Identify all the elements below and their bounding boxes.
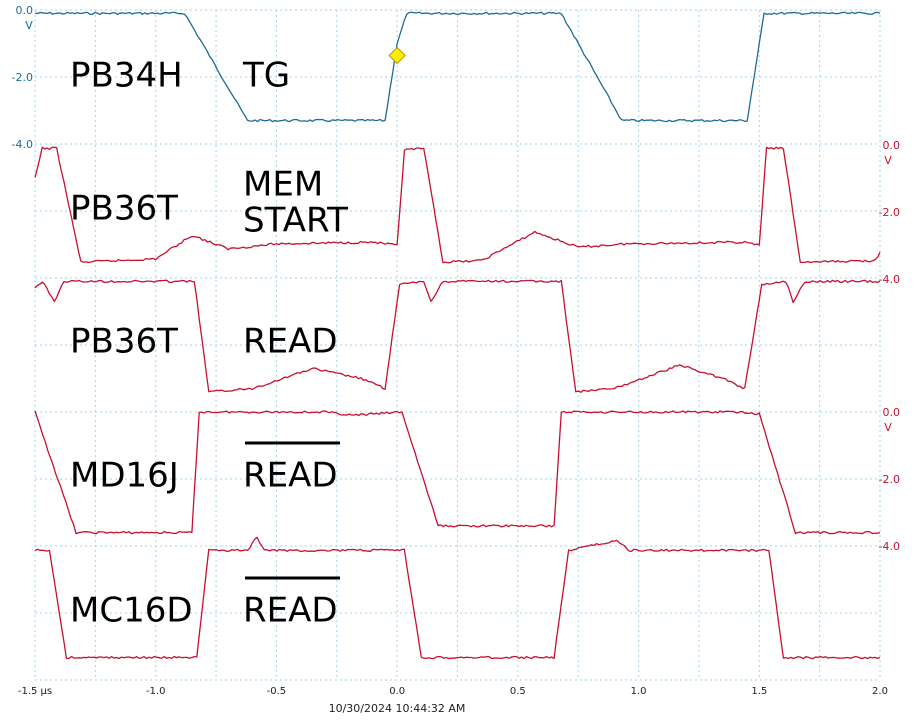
trace-4 — [34, 410, 881, 535]
trigger-marker — [388, 46, 406, 65]
x-tick-label: 0.5 — [510, 686, 526, 697]
signal-label: READ — [243, 591, 338, 631]
scale-label: -4.0 — [879, 540, 900, 553]
signal-label: READ — [243, 322, 338, 362]
net-label: MC16D — [70, 591, 193, 631]
scale-label: 0.0 — [883, 406, 901, 419]
scale-label: 0.0 — [16, 4, 34, 17]
signal-label-line2: START — [243, 201, 348, 241]
x-tick-label: 0.0 — [389, 686, 405, 697]
scale-label: 0.0 — [883, 139, 901, 152]
x-tick-label: -0.5 — [267, 686, 287, 697]
scale-unit: V — [884, 154, 892, 167]
trace-5 — [34, 536, 881, 660]
signal-label: MEM — [243, 165, 323, 205]
scale-label: -4.0 — [12, 138, 33, 151]
signal-label: READ — [243, 456, 338, 496]
trace-3 — [34, 279, 881, 393]
trace-2 — [34, 146, 881, 264]
timestamp: 10/30/2024 10:44:32 AM — [329, 702, 466, 715]
x-tick-label: -1.5 µs — [18, 686, 52, 697]
scale-labels: 0.0 V -2.0 -4.0 0.0 V -2.0 -4.0 0.0 V -2.0 -4.0 — [12, 4, 900, 553]
net-label: PB36T — [70, 322, 178, 362]
x-tick-label: 2.0 — [872, 686, 888, 697]
scale-unit: V — [884, 421, 892, 434]
net-label: MD16J — [70, 456, 179, 496]
traces — [34, 11, 881, 660]
x-tick-label: -1.0 — [146, 686, 166, 697]
scale-unit: V — [25, 19, 33, 32]
signal-label: TG — [242, 56, 290, 96]
net-label: PB34H — [70, 56, 183, 96]
scale-label: -4.0 — [879, 273, 900, 286]
x-axis-ticks: -1.5 µs -1.0 -0.5 0.0 0.5 1.0 1.5 2.0 — [18, 686, 888, 697]
scale-label: -2.0 — [12, 71, 33, 84]
net-label: PB36T — [70, 189, 178, 229]
scale-label: -2.0 — [879, 206, 900, 219]
trigger-diamond — [388, 46, 406, 65]
grid — [34, 9, 881, 681]
x-tick-label: 1.5 — [751, 686, 767, 697]
x-tick-label: 1.0 — [631, 686, 647, 697]
trace-1 — [34, 11, 881, 123]
scale-label: -2.0 — [879, 473, 900, 486]
